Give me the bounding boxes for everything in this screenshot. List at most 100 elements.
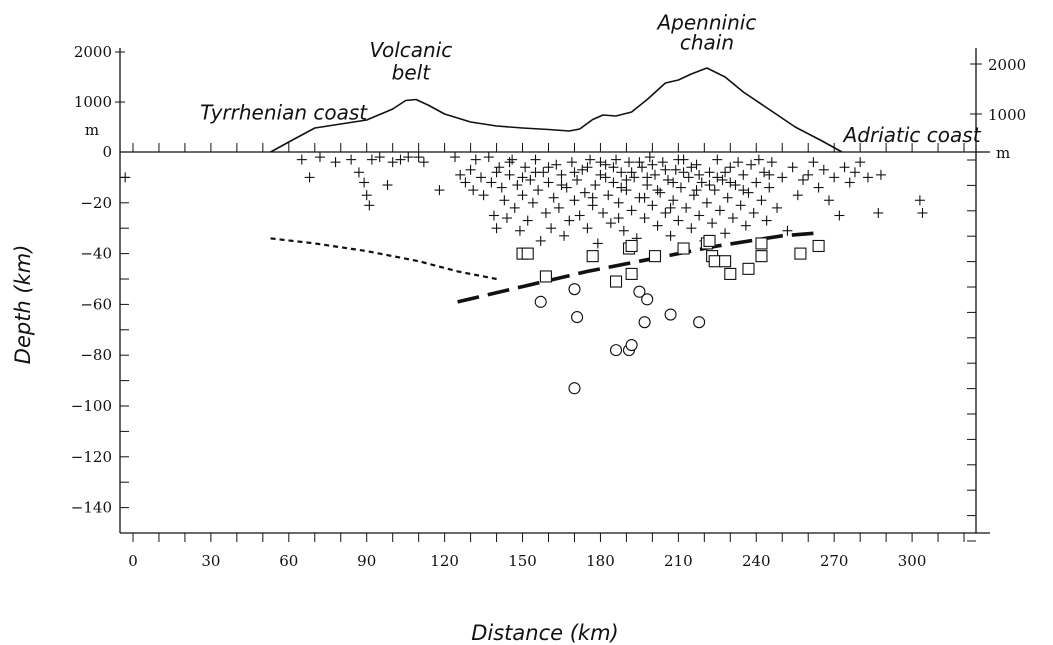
elev-tick-label-right: 1000	[988, 106, 1026, 124]
plus-marker	[652, 185, 663, 196]
plus-marker	[647, 200, 658, 211]
x-tick-label: 180	[586, 552, 615, 570]
plus-marker	[717, 174, 728, 185]
plus-marker	[696, 177, 707, 188]
plus-marker	[727, 213, 738, 224]
plus-marker	[590, 180, 601, 191]
plus-marker	[917, 207, 928, 218]
plus-marker	[738, 169, 749, 180]
plus-marker	[637, 162, 647, 173]
plus-marker	[488, 210, 499, 221]
x-tick-label: 150	[508, 552, 537, 570]
plus-marker	[839, 162, 850, 173]
plus-marker	[587, 192, 598, 203]
circle-marker	[638, 316, 651, 329]
plus-marker	[647, 159, 658, 170]
square-marker	[539, 270, 552, 283]
plus-marker	[507, 154, 518, 165]
plus-marker	[621, 185, 632, 196]
plus-marker	[582, 162, 593, 173]
plus-marker	[621, 174, 632, 185]
y-tick-label: 0	[102, 143, 112, 161]
plus-marker	[844, 177, 855, 188]
plus-marker	[798, 174, 809, 185]
plus-marker	[304, 172, 315, 183]
plus-marker	[548, 192, 559, 203]
plus-marker	[688, 190, 699, 201]
plus-marker	[551, 159, 562, 170]
plus-marker	[616, 182, 627, 193]
square-marker	[521, 247, 534, 260]
dotted-line	[270, 237, 497, 281]
elev-tick-label-right: 2000	[988, 56, 1026, 74]
plus-marker	[639, 213, 650, 224]
plus-marker	[533, 185, 544, 196]
plus-marker	[494, 162, 505, 173]
plus-marker	[660, 207, 671, 218]
plus-marker	[914, 195, 925, 206]
plus-marker	[725, 162, 736, 173]
plus-marker	[553, 202, 564, 213]
plus-marker	[577, 164, 588, 175]
x-tick-label: 270	[820, 552, 849, 570]
square-marker	[812, 239, 825, 253]
square-marker	[609, 275, 623, 288]
x-tick-label: 300	[898, 552, 927, 570]
plus-marker	[626, 205, 637, 216]
plus-marker	[364, 200, 375, 211]
plus-marker	[740, 220, 751, 231]
plus-marker	[613, 213, 624, 224]
plus-marker	[403, 152, 414, 163]
plus-marker	[787, 162, 798, 173]
y-tick-label: −80	[80, 346, 112, 364]
plus-marker	[704, 180, 715, 191]
annotation-label: chain	[680, 31, 734, 55]
plus-marker	[642, 172, 653, 183]
plus-marker	[514, 225, 525, 236]
plus-marker	[530, 154, 541, 165]
plus-marker	[748, 207, 759, 218]
plus-marker	[611, 154, 622, 165]
y-tick-label: −60	[80, 295, 112, 313]
square-marker	[625, 267, 638, 280]
plus-marker	[624, 157, 635, 168]
plus-marker	[613, 197, 624, 208]
plus-marker	[561, 182, 572, 193]
plus-marker	[704, 167, 715, 178]
plus-marker	[512, 180, 523, 191]
plus-marker	[504, 157, 515, 168]
plus-marker	[522, 215, 533, 226]
plus-marker	[792, 190, 803, 201]
annotation-label: belt	[392, 61, 432, 85]
plus-marker	[374, 152, 385, 163]
plus-marker	[608, 162, 619, 173]
plus-marker	[691, 159, 702, 170]
plus-marker	[655, 187, 666, 198]
plus-marker	[486, 177, 497, 188]
plus-marker	[673, 215, 684, 226]
annotation-label: Volcanic	[369, 38, 452, 62]
plus-marker	[483, 152, 494, 163]
plus-marker	[478, 190, 489, 201]
plus-marker	[470, 154, 481, 165]
y-tick-label: −40	[80, 245, 112, 263]
square-marker	[724, 267, 737, 280]
plus-marker	[686, 162, 697, 173]
plus-marker	[535, 235, 546, 246]
circle-marker	[693, 316, 706, 329]
plus-marker	[712, 154, 723, 165]
plus-marker	[665, 230, 676, 241]
plus-marker	[665, 202, 676, 213]
circle-marker	[568, 382, 581, 395]
plus-marker	[652, 220, 663, 231]
elevation-unit-right: m	[996, 144, 1010, 162]
plus-marker	[450, 152, 461, 163]
plus-marker	[525, 174, 536, 185]
plus-marker	[296, 154, 307, 165]
y-tick-label: −120	[71, 448, 112, 466]
y-axis-title: Depth (km)	[11, 245, 35, 365]
plus-marker	[660, 164, 671, 175]
plus-marker	[475, 172, 486, 183]
plus-marker	[691, 185, 702, 196]
